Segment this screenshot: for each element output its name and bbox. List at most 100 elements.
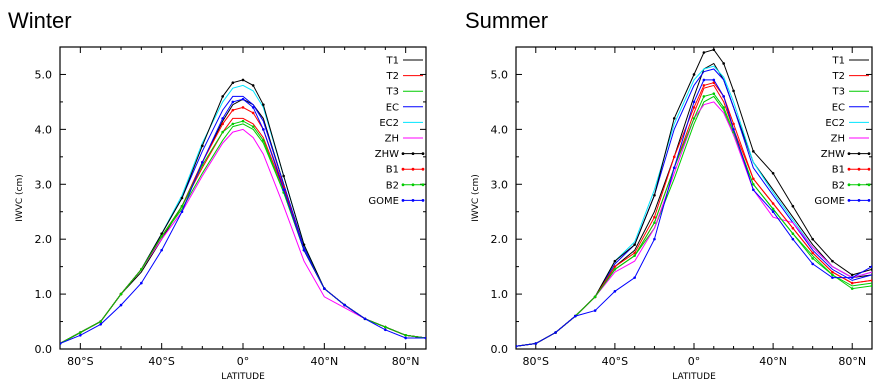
summer-point-b1	[752, 177, 755, 181]
summer-series-b2	[516, 93, 872, 347]
summer-point-gome	[574, 314, 577, 318]
summer-y-tick-label: 5.0	[491, 68, 509, 81]
winter-point-b1	[231, 108, 235, 112]
winter-legend-marker-b2	[401, 183, 405, 187]
summer-point-b1	[791, 226, 795, 230]
summer-point-b2	[613, 268, 617, 271]
summer-point-b1	[692, 106, 696, 109]
winter-point-gome	[201, 161, 204, 164]
summer-point-b1	[850, 281, 854, 285]
summer-point-zhw	[722, 62, 725, 65]
winter-point-gome	[262, 128, 265, 131]
summer-point-b1	[712, 81, 716, 84]
summer-legend-label-b2: B2	[832, 180, 845, 191]
winter-y-tick-label: 5.0	[35, 68, 53, 81]
winter-legend-label-b2: B2	[386, 180, 399, 191]
summer-series-t3	[516, 95, 872, 347]
summer-legend-label-t1: T1	[832, 56, 845, 67]
summer-point-zhw	[771, 171, 775, 175]
summer-point-b2	[653, 221, 656, 225]
summer-x-tick-label: 40°N	[759, 355, 787, 368]
winter-point-b2	[262, 139, 265, 142]
winter-point-b2	[384, 325, 387, 329]
summer-point-gome	[811, 262, 814, 266]
winter-point-gome	[282, 188, 285, 192]
summer-point-zhw	[672, 117, 676, 120]
winter-legend: T1 T2 T3 EC EC2 ZH ZHW B1 B2 GOME	[368, 56, 425, 207]
summer-point-gome	[722, 95, 725, 98]
summer-point-zhw	[702, 51, 706, 54]
summer-legend-marker-gome	[857, 199, 861, 202]
summer-point-b1	[870, 279, 872, 282]
winter-legend-label-ec: EC	[386, 102, 399, 113]
summer-point-b2	[811, 257, 814, 260]
summer-legend-marker-zhw	[867, 152, 871, 156]
winter-series-b1	[60, 106, 426, 344]
summer-point-zhw	[811, 237, 814, 241]
winter-x-tick-label: 80°S	[67, 355, 93, 368]
winter-point-zhw	[231, 81, 235, 84]
summer-series-zh	[516, 101, 872, 347]
winter-legend-label-t1: T1	[386, 56, 399, 67]
summer-y-tick-label: 1.0	[491, 288, 509, 301]
summer-point-gome	[870, 265, 872, 268]
winter-point-b2	[231, 122, 235, 126]
winter-point-gome	[119, 303, 123, 307]
summer-series-b1	[516, 82, 872, 347]
summer-point-zhw	[653, 193, 656, 197]
summer-legend-label-t2: T2	[832, 71, 845, 82]
winter-legend-marker-b1	[421, 167, 425, 171]
summer-point-b1	[672, 155, 676, 159]
summer-point-zhw	[732, 89, 735, 93]
summer-point-gome	[791, 237, 795, 241]
winter-point-b2	[79, 331, 82, 334]
summer-point-gome	[850, 276, 854, 279]
winter-legend-marker-zhw	[411, 152, 415, 156]
winter-point-zhw	[201, 144, 204, 148]
summer-point-b1	[702, 84, 706, 87]
winter-point-b2	[99, 320, 102, 323]
winter-series-t2	[60, 117, 426, 344]
summer-point-b2	[850, 287, 854, 290]
summer-point-gome	[534, 342, 538, 345]
winter-point-b2	[404, 333, 407, 337]
winter-point-zhw	[180, 196, 184, 200]
winter-y-axis-title: IWVC (cm)	[15, 174, 25, 222]
summer-point-b1	[811, 251, 814, 255]
winter-legend-marker-b1	[411, 167, 415, 171]
summer-point-b2	[593, 295, 597, 299]
winter-x-tick-label: 0°	[237, 355, 250, 368]
winter-legend-label-gome: GOME	[368, 196, 399, 207]
summer-point-gome	[831, 276, 834, 279]
winter-series-ec	[60, 95, 426, 344]
summer-series-ec	[516, 68, 872, 347]
summer-panel-title: Summer	[465, 8, 549, 33]
winter-x-tick-label: 40°N	[310, 355, 338, 368]
winter-point-zhw	[241, 78, 245, 82]
summer-legend-label-b1: B1	[832, 165, 845, 176]
winter-legend-marker-gome	[401, 199, 405, 202]
summer-point-gome	[712, 78, 716, 82]
summer-point-gome	[516, 344, 518, 348]
winter-point-gome	[302, 248, 306, 252]
winter-point-gome	[323, 287, 326, 290]
winter-point-gome	[160, 248, 163, 252]
winter-point-b1	[221, 122, 224, 126]
summer-point-b2	[722, 106, 725, 109]
winter-point-gome	[60, 342, 62, 345]
summer-point-b1	[771, 202, 775, 205]
winter-point-b2	[119, 292, 123, 296]
winter-point-b1	[241, 106, 245, 109]
winter-x-tick-label: 40°S	[148, 355, 174, 368]
summer-point-b2	[752, 182, 755, 186]
winter-legend-marker-zhw	[421, 152, 425, 156]
summer-y-axis-title: IWVC (cm)	[471, 174, 481, 222]
summer-point-gome	[633, 276, 636, 279]
winter-point-b1	[251, 111, 255, 115]
summer-legend-marker-b1	[867, 167, 871, 171]
winter-point-zhw	[221, 95, 224, 98]
winter-point-zhw	[251, 84, 255, 87]
winter-point-gome	[251, 106, 255, 109]
winter-point-gome	[180, 210, 184, 214]
